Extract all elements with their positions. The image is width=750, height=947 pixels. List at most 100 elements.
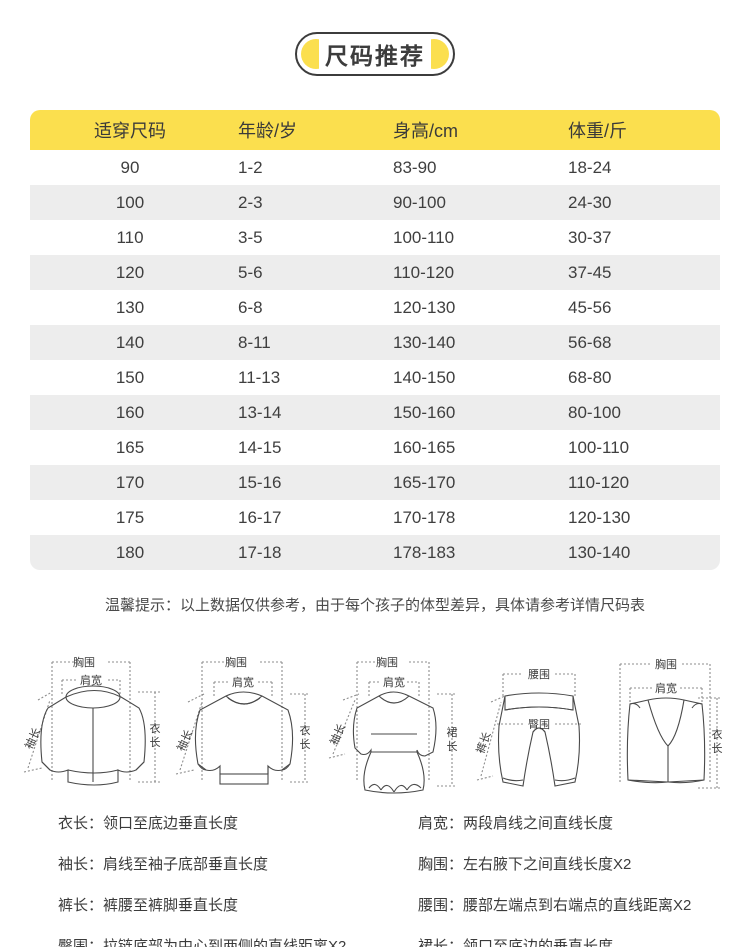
cell-size: 90 [30,150,230,185]
table-row: 180 17-18 178-183 130-140 [30,535,720,570]
cell-weight: 110-120 [560,465,720,500]
legend-term: 袖长： [58,856,104,873]
label-length: 衣 [150,721,161,735]
cell-weight: 130-140 [560,535,720,570]
legend-item: 腰围：腰部左端点到右端点的直线距离X2 [418,894,738,915]
cell-age: 1-2 [230,150,385,185]
cell-weight: 37-45 [560,255,720,290]
label-shoulder: 肩宽 [383,675,405,689]
label-chest: 胸围 [376,655,398,669]
label-shoulder: 肩宽 [655,681,677,695]
column-header-height: 身高/cm [385,110,560,150]
cell-size: 150 [30,360,230,395]
column-header-size: 适穿尺码 [30,110,230,150]
cell-weight: 68-80 [560,360,720,395]
cell-height: 120-130 [385,290,560,325]
dress-icon: 胸围 肩宽 袖长 裙 长 [326,655,457,794]
cell-size: 130 [30,290,230,325]
cell-age: 6-8 [230,290,385,325]
table-row: 100 2-3 90-100 24-30 [30,185,720,220]
label-chest: 胸围 [655,657,677,671]
legend-desc: 腰部左端点到右端点的直线距离X2 [463,897,692,914]
table-row: 110 3-5 100-110 30-37 [30,220,720,255]
illustration-vest: 胸围 肩宽 衣 长 [606,640,736,800]
table-row: 130 6-8 120-130 45-56 [30,290,720,325]
cell-age: 16-17 [230,500,385,535]
cell-height: 150-160 [385,395,560,430]
jacket-icon: 胸围 肩宽 袖长 衣 长 [21,655,161,786]
column-header-weight: 体重/斤 [560,110,720,150]
cell-height: 100-110 [385,220,560,255]
size-table-header: 适穿尺码 年龄/岁 身高/cm 体重/斤 [30,110,720,150]
cell-height: 170-178 [385,500,560,535]
table-row: 90 1-2 83-90 18-24 [30,150,720,185]
size-table-body: 90 1-2 83-90 18-24 100 2-3 90-100 24-30 … [30,150,720,570]
cell-weight: 100-110 [560,430,720,465]
cell-weight: 30-37 [560,220,720,255]
measurement-legend: 衣长：领口至底边垂直长度 肩宽：两段肩线之间直线长度 袖长：肩线至袖子底部垂直长… [58,812,738,947]
table-row: 165 14-15 160-165 100-110 [30,430,720,465]
label-length-2: 长 [712,742,723,755]
label-length-2: 长 [446,740,457,753]
illustration-pants: 腰围 臀围 裤长 [471,640,606,800]
label-shoulder: 肩宽 [232,675,254,689]
illustration-sweatshirt: 胸围 肩宽 袖长 衣 长 [170,640,320,800]
legend-item: 裙长：领口至底边的垂直长度 [418,935,738,947]
cell-age: 13-14 [230,395,385,430]
cell-size: 120 [30,255,230,290]
cell-size: 180 [30,535,230,570]
table-row: 150 11-13 140-150 68-80 [30,360,720,395]
legend-item: 肩宽：两段肩线之间直线长度 [418,812,738,833]
cell-height: 160-165 [385,430,560,465]
page-title: 尺码推荐 [319,37,431,71]
label-shoulder: 肩宽 [80,673,102,687]
legend-desc: 裤腰至裤脚垂直长度 [103,897,239,914]
cell-height: 110-120 [385,255,560,290]
cell-height: 83-90 [385,150,560,185]
label-length: 裙 [446,726,457,739]
legend-desc: 领口至底边的垂直长度 [463,938,614,947]
table-row: 160 13-14 150-160 80-100 [30,395,720,430]
cell-weight: 18-24 [560,150,720,185]
vest-icon: 胸围 肩宽 衣 长 [619,657,723,789]
table-header-row: 适穿尺码 年龄/岁 身高/cm 体重/斤 [30,110,720,150]
cell-size: 100 [30,185,230,220]
size-table: 适穿尺码 年龄/岁 身高/cm 体重/斤 90 1-2 83-90 18-24 … [30,110,720,570]
table-row: 140 8-11 130-140 56-68 [30,325,720,360]
cell-size: 140 [30,325,230,360]
legend-item: 胸围：左右腋下之间直线长度X2 [418,853,738,874]
legend-term: 裙长： [418,938,464,947]
legend-item: 裤长：裤腰至裤脚垂直长度 [58,894,418,915]
cell-weight: 45-56 [560,290,720,325]
cell-weight: 80-100 [560,395,720,430]
label-waist: 腰围 [528,668,550,681]
illustration-jacket: 胸围 肩宽 袖长 衣 长 [20,640,170,800]
legend-desc: 领口至底边垂直长度 [103,815,239,832]
table-row: 120 5-6 110-120 37-45 [30,255,720,290]
label-length: 衣 [300,723,311,737]
cell-size: 175 [30,500,230,535]
garment-illustrations: 胸围 肩宽 袖长 衣 长 [20,640,736,800]
cell-height: 90-100 [385,185,560,220]
legend-item: 袖长：肩线至袖子底部垂直长度 [58,853,418,874]
cell-size: 170 [30,465,230,500]
table-row: 175 16-17 170-178 120-130 [30,500,720,535]
cell-age: 15-16 [230,465,385,500]
cell-age: 5-6 [230,255,385,290]
legend-term: 衣长： [58,815,104,832]
pants-icon: 腰围 臀围 裤长 [473,668,581,787]
legend-item: 臀围：拉链底部为中心到两侧的直线距离X2 [58,935,418,947]
label-length: 衣 [712,727,723,741]
legend-term: 裤长： [58,897,104,914]
sweatshirt-icon: 胸围 肩宽 袖长 衣 长 [174,655,311,785]
cell-age: 2-3 [230,185,385,220]
cell-weight: 24-30 [560,185,720,220]
label-sleeve: 袖长 [326,721,348,747]
legend-desc: 拉链底部为中心到两侧的直线距离X2 [103,938,347,947]
legend-desc: 两段肩线之间直线长度 [463,815,614,832]
cell-size: 165 [30,430,230,465]
illustration-dress: 胸围 肩宽 袖长 裙 长 [321,640,471,800]
cell-height: 130-140 [385,325,560,360]
cell-size: 110 [30,220,230,255]
